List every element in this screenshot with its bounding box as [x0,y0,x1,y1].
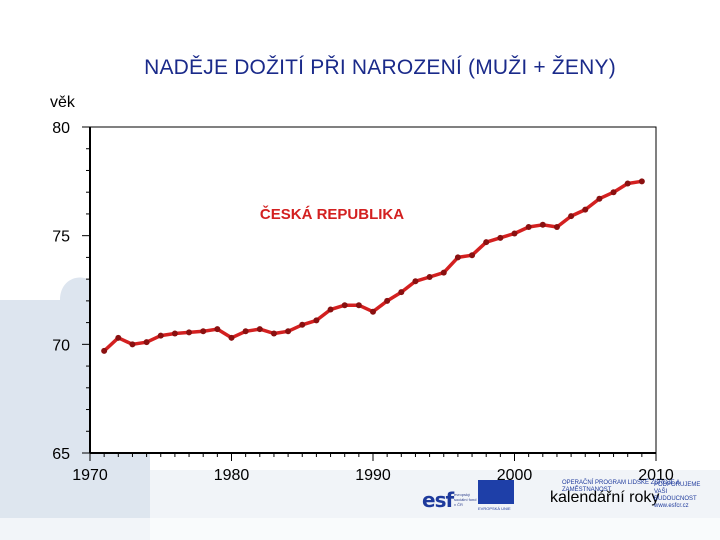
data-point [129,341,136,348]
plot-background [90,127,656,453]
data-point [553,223,560,230]
x-tick-label: 1990 [355,467,391,484]
data-point [398,289,405,296]
data-point [454,254,461,261]
data-points [101,178,645,354]
data-point [171,330,178,337]
data-point [143,339,150,346]
data-point [568,213,575,220]
data-point [610,189,617,196]
data-point [101,347,108,354]
data-point [299,321,306,328]
eu-logo-text: EVROPSKÁ UNIE [478,506,511,511]
op-lzz-slogan: PODPORUJEME VAŠI BUDOUCNOST www.esfcr.cz [654,482,701,509]
y-tick-label: 80 [52,120,70,137]
x-axis-label: kalendářní roky [550,489,660,506]
sponsor-logos: esf evropský sociální fond v ČR EVROPSKÁ… [418,478,700,514]
data-point [355,302,362,309]
data-point [157,332,164,339]
data-point [596,195,603,202]
x-tick-label: 2000 [497,467,533,484]
plot-frame [89,126,657,454]
op-lzz-text: OPERAČNÍ PROGRAM LIDSKÉ ZDROJE A ZAMĚSTN… [562,480,680,493]
y-tick-label: 75 [52,229,70,246]
data-point [582,206,589,213]
data-point [638,178,645,185]
data-point [115,334,122,341]
tick-labels: 1970 1980 1990 2000 2010 65 70 75 80 [52,120,674,484]
eu-flag-icon [478,480,514,504]
data-point [200,328,207,335]
esf-logo-text: esf [422,488,454,512]
data-point [440,269,447,276]
esf-logo-subtext: evropský sociální fond v ČR [454,492,477,507]
data-point [285,328,292,335]
data-point [370,308,376,315]
x-tick-label: 1970 [72,467,108,484]
y-tick-label: 70 [52,337,70,354]
op-lzz-logo: OPERAČNÍ PROGRAM LIDSKÉ ZDROJE A ZAMĚSTN… [544,478,700,512]
data-point [270,330,277,337]
data-point [256,326,263,333]
data-point [539,221,546,228]
data-point [497,234,504,241]
data-point [341,302,348,309]
data-point [186,329,193,336]
data-point [483,239,490,246]
data-point [242,328,249,335]
x-tick-label: 2010 [638,467,674,484]
data-point [624,180,631,187]
x-tick-label: 1980 [214,467,250,484]
data-point [426,273,433,280]
data-point [412,278,419,285]
annotation-ceska-republika: ČESKÁ REPUBLIKA [260,205,404,223]
y-tick-label: 65 [52,446,70,463]
data-point [228,334,235,341]
data-point [511,230,518,237]
data-point [214,326,221,333]
y-axis-label: věk [50,94,75,111]
data-point [313,317,320,324]
data-point [327,306,334,313]
chart-title: NADĚJE DOŽITÍ PŘI NAROZENÍ (MUŽI + ŽENY) [144,56,616,79]
data-point [525,223,532,230]
esf-logo: esf evropský sociální fond v ČR [418,480,476,512]
data-point [469,252,476,259]
axis-ticks [82,126,657,461]
data-point [384,297,391,304]
